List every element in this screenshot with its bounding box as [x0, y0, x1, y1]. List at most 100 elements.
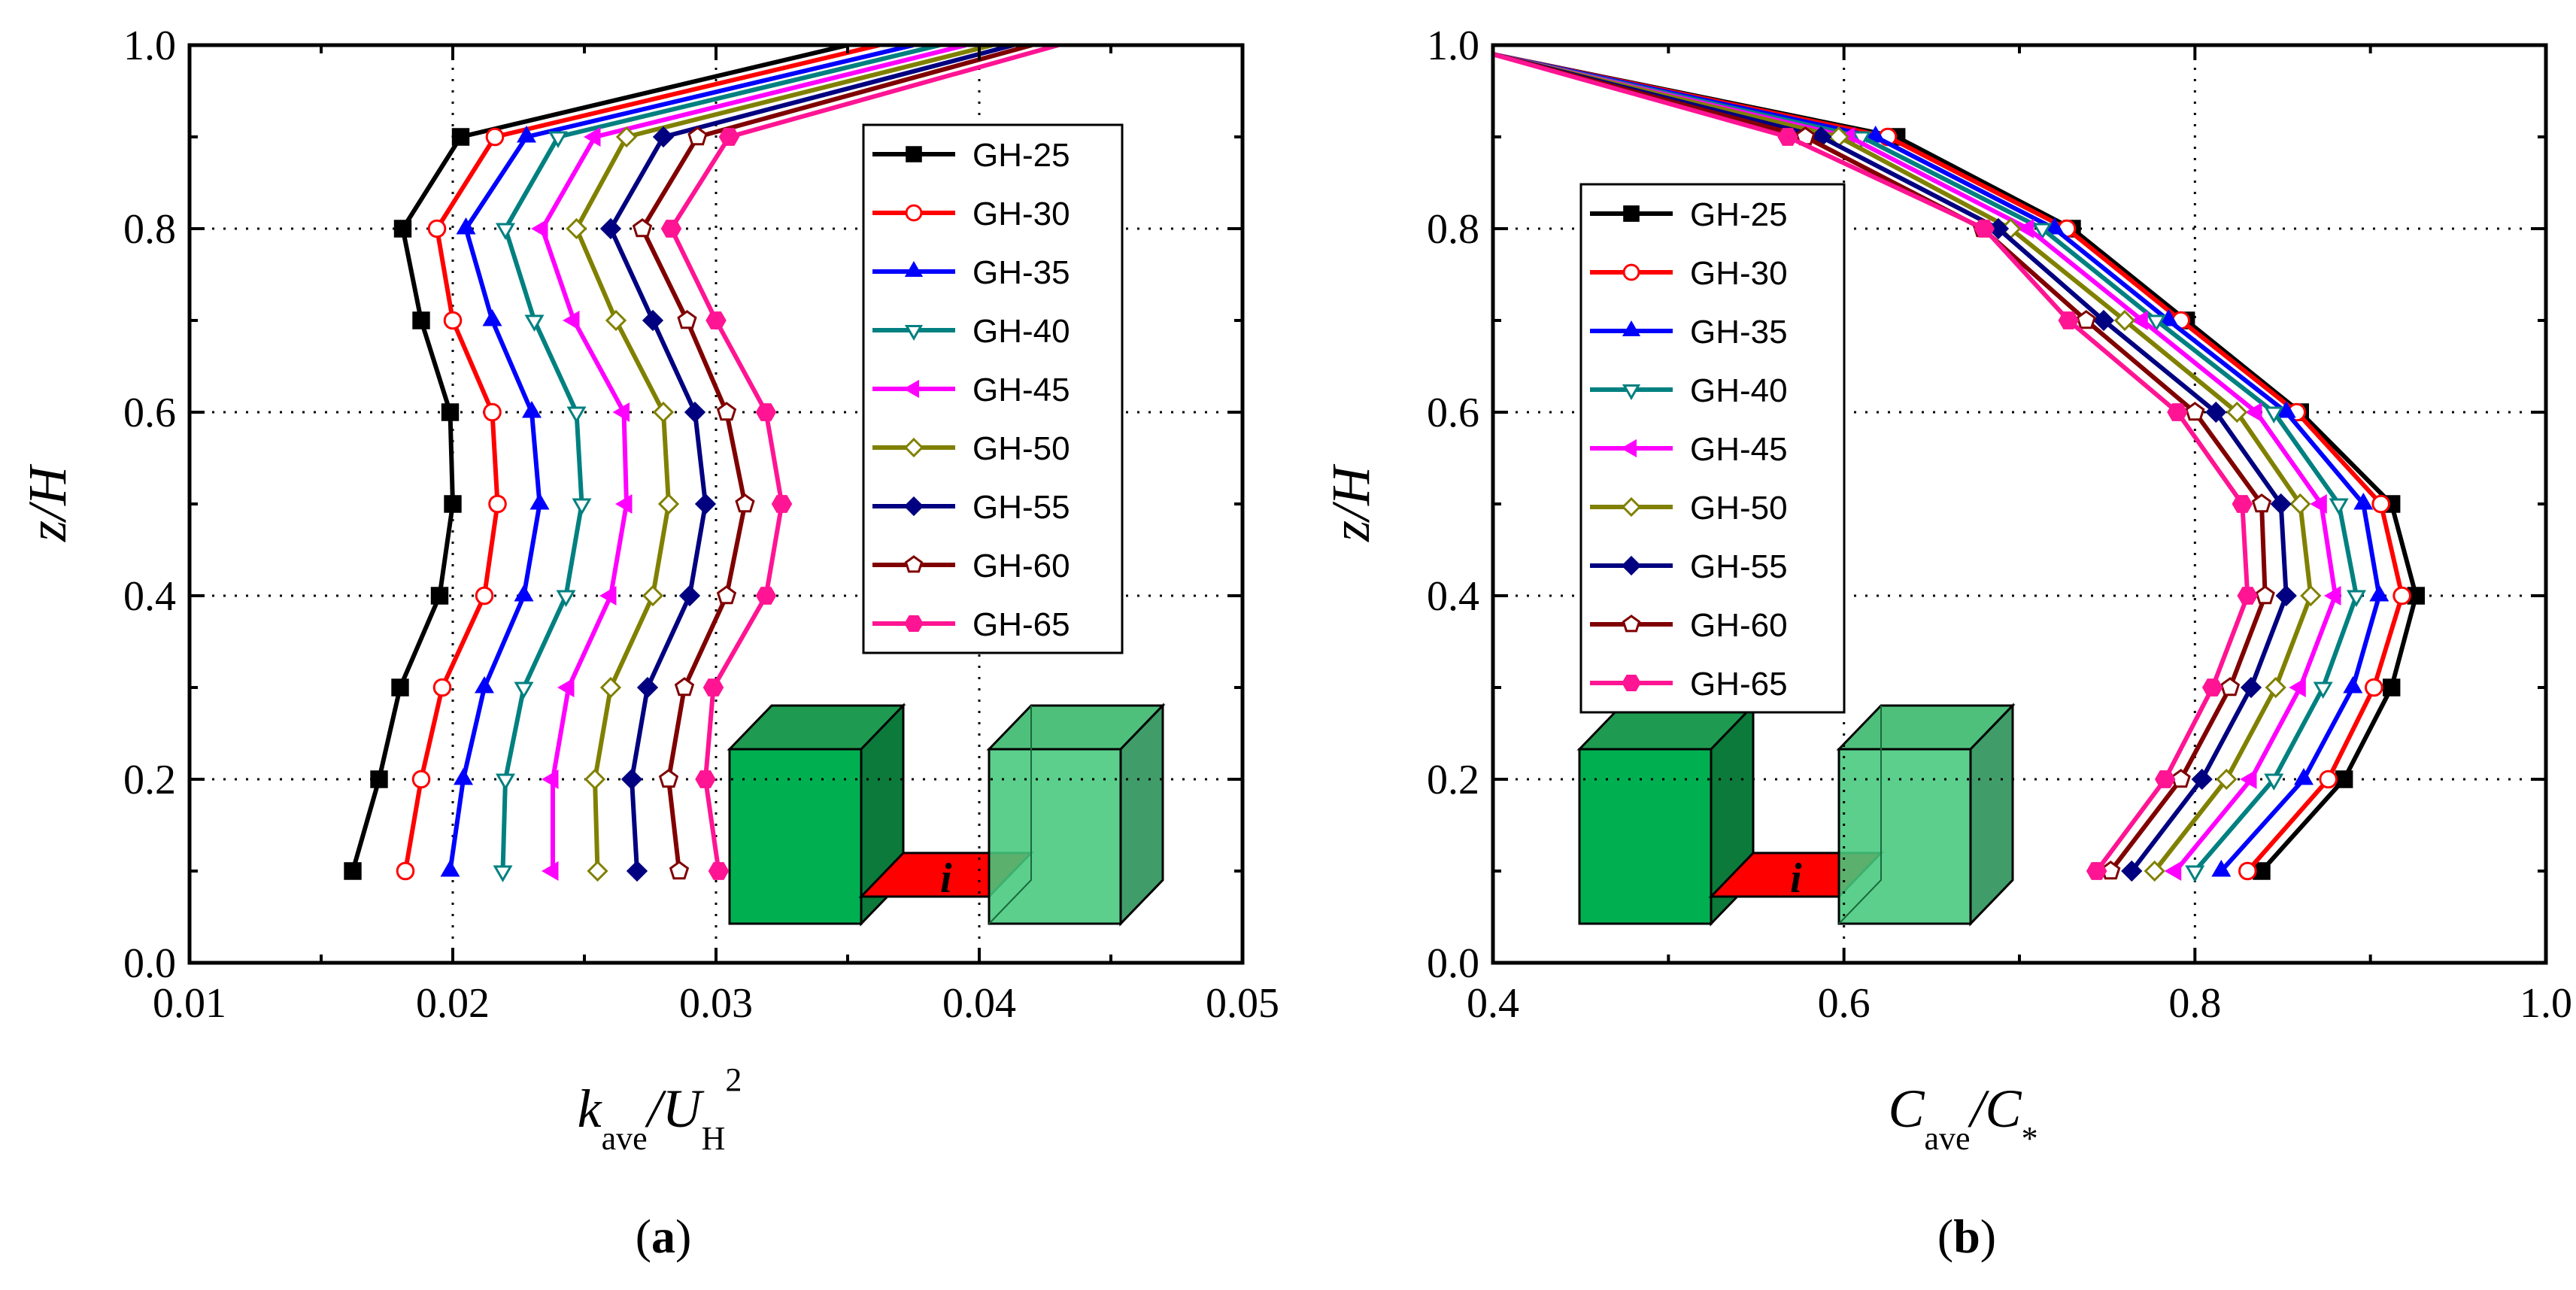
- legend-label: GH-55: [1690, 548, 1788, 585]
- data-point-GH-45: [2131, 311, 2148, 330]
- legend-marker-GH-35: [904, 260, 924, 277]
- data-point-GH-60: [2076, 310, 2096, 329]
- data-point-GH-40: [2264, 773, 2284, 791]
- series-line-GH-30: [1493, 52, 2405, 873]
- panel-letter: b: [1953, 1210, 1980, 1263]
- data-point-GH-55: [2205, 401, 2227, 423]
- x-axis-label: Cave/C*: [1888, 1079, 2037, 1157]
- data-point-GH-30: [2238, 861, 2257, 881]
- series-line-GH-55: [608, 45, 1015, 872]
- panel-label: (a): [636, 1210, 692, 1263]
- y-tick-label: 0.8: [1427, 206, 1479, 253]
- legend-label: GH-40: [972, 313, 1070, 350]
- data-point-GH-45: [2245, 402, 2262, 422]
- data-point-GH-45: [557, 678, 575, 697]
- data-point-GH-55: [694, 493, 717, 515]
- data-point-GH-25: [451, 128, 470, 146]
- data-point-GH-40: [2329, 498, 2349, 515]
- panel-paren-close: ): [1980, 1210, 1996, 1263]
- series-line-GH-50: [574, 45, 994, 872]
- data-point-GH-65: [755, 403, 777, 421]
- data-point-GH-45: [563, 311, 580, 330]
- x-tick-label: 0.6: [1818, 980, 1871, 1027]
- data-point-GH-40: [548, 131, 568, 148]
- y-tick-label: 0.8: [123, 206, 176, 253]
- data-point-GH-45: [531, 219, 548, 238]
- legend-marker-GH-30: [1622, 263, 1640, 281]
- data-point-GH-65: [2058, 311, 2080, 329]
- x-tick-label: 0.05: [1206, 980, 1279, 1027]
- data-point-GH-35: [2159, 309, 2179, 326]
- data-point-GH-30: [2371, 494, 2390, 514]
- data-point-GH-60: [632, 218, 653, 238]
- data-point-GH-65: [2167, 403, 2188, 421]
- x-axis-label-part: C: [1888, 1079, 1925, 1139]
- data-point-GH-65: [1974, 220, 1995, 238]
- data-point-GH-55: [2270, 493, 2292, 515]
- data-point-GH-45: [612, 402, 630, 422]
- series-line-GH-45: [540, 45, 967, 871]
- data-point-GH-40: [496, 773, 515, 791]
- series-line-GH-35: [1493, 52, 2382, 873]
- x-tick-label: 0.02: [416, 980, 490, 1027]
- series-line-GH-25: [1493, 52, 2419, 873]
- x-axis-label-part: *: [2022, 1120, 2038, 1157]
- data-point-GH-45: [2164, 861, 2182, 881]
- y-tick-label: 0.6: [1427, 390, 1479, 436]
- data-point-GH-55: [620, 768, 643, 791]
- legend-marker-GH-50: [1621, 496, 1642, 518]
- data-point-GH-50: [605, 309, 627, 332]
- data-point-GH-60: [735, 493, 755, 513]
- data-point-GH-65: [1777, 128, 1798, 146]
- data-point-GH-55: [2275, 584, 2297, 607]
- data-point-GH-25: [444, 495, 462, 513]
- legend-marker-GH-55: [1621, 555, 1642, 576]
- data-point-GH-25: [344, 862, 362, 880]
- x-tick-label: 1.0: [2520, 980, 2572, 1027]
- legend-marker-GH-35: [1622, 320, 1641, 336]
- data-point-GH-60: [2255, 585, 2275, 605]
- legend-marker-GH-40: [904, 325, 924, 341]
- data-point-GH-40: [556, 590, 576, 607]
- legend-label: GH-65: [1690, 666, 1788, 703]
- building-left-front: [1578, 748, 1713, 925]
- data-point-GH-40: [524, 314, 545, 332]
- legend: GH-25 GH-30 GH-35 GH-40 GH-45 GH-50 GH-55 GH-60…: [1579, 183, 1846, 714]
- x-tick-label: 0.03: [679, 980, 753, 1027]
- data-point-GH-30: [396, 861, 415, 881]
- data-point-GH-65: [695, 770, 716, 788]
- data-point-GH-55: [636, 676, 659, 699]
- building-left-front: [728, 748, 863, 925]
- data-point-GH-40: [566, 406, 587, 423]
- legend-label: GH-30: [972, 196, 1070, 232]
- panel-letter: a: [651, 1210, 675, 1263]
- data-point-GH-25: [412, 311, 430, 329]
- data-point-GH-50: [2265, 676, 2286, 699]
- data-point-GH-50: [615, 126, 638, 148]
- data-point-GH-30: [432, 678, 452, 697]
- data-point-GH-25: [393, 220, 412, 238]
- data-point-GH-35: [529, 493, 550, 510]
- legend-label: GH-60: [1690, 607, 1788, 644]
- data-point-GH-65: [708, 862, 730, 880]
- data-point-GH-30: [427, 219, 447, 238]
- y-tick-label: 0.4: [123, 573, 176, 620]
- legend-label: GH-65: [972, 606, 1070, 643]
- data-point-GH-40: [496, 223, 515, 240]
- data-point-GH-50: [2300, 584, 2322, 607]
- canyon-label: i: [1790, 855, 1802, 902]
- data-point-GH-65: [771, 495, 793, 513]
- data-point-GH-25: [391, 678, 409, 697]
- data-point-GH-30: [411, 769, 431, 789]
- data-point-GH-30: [2392, 586, 2411, 606]
- data-point-GH-40: [2185, 865, 2205, 882]
- panel-paren-close: ): [675, 1210, 691, 1263]
- data-point-GH-55: [626, 860, 648, 882]
- x-axis-label-part: 2: [725, 1061, 742, 1098]
- data-point-GH-45: [2289, 678, 2306, 697]
- data-point-GH-35: [454, 768, 473, 785]
- data-point-GH-50: [2226, 401, 2248, 423]
- data-point-GH-60: [716, 585, 737, 605]
- data-point-GH-65: [755, 587, 777, 605]
